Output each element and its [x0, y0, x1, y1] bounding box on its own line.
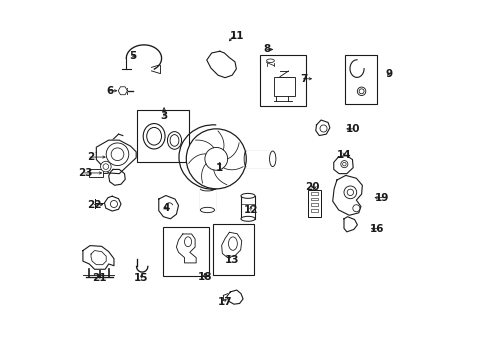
Polygon shape [221, 232, 241, 258]
Bar [163, 226, 209, 276]
Text: 8: 8 [263, 45, 270, 54]
Polygon shape [226, 290, 243, 304]
Polygon shape [96, 140, 136, 174]
Ellipse shape [167, 132, 181, 149]
Text: 14: 14 [336, 150, 350, 159]
Text: 19: 19 [374, 193, 388, 203]
Circle shape [111, 148, 123, 161]
Text: 4: 4 [162, 203, 169, 213]
Polygon shape [315, 120, 329, 136]
Polygon shape [83, 246, 114, 269]
Ellipse shape [228, 237, 237, 250]
Text: 11: 11 [229, 31, 244, 41]
Text: 10: 10 [345, 124, 360, 134]
Text: 17: 17 [217, 297, 232, 307]
Bar [260, 55, 305, 106]
Polygon shape [333, 155, 352, 174]
Text: 18: 18 [197, 272, 211, 282]
Polygon shape [176, 234, 196, 263]
Text: 13: 13 [224, 255, 239, 265]
Bar [307, 190, 320, 217]
Polygon shape [343, 217, 357, 232]
Text: 2: 2 [86, 152, 94, 162]
Circle shape [103, 164, 108, 170]
Text: 5: 5 [129, 51, 136, 61]
Bar [310, 198, 317, 201]
Text: 15: 15 [134, 273, 148, 283]
Polygon shape [159, 195, 178, 219]
Ellipse shape [200, 207, 214, 213]
Bar [137, 110, 189, 162]
Text: 22: 22 [87, 200, 102, 210]
Polygon shape [206, 51, 236, 78]
Text: 21: 21 [92, 273, 107, 283]
Ellipse shape [241, 216, 255, 221]
Circle shape [106, 143, 128, 166]
Bar [213, 224, 253, 275]
Bar [310, 209, 317, 212]
Text: 1: 1 [216, 163, 223, 173]
Text: 12: 12 [243, 205, 258, 215]
Text: 3: 3 [160, 111, 167, 121]
Polygon shape [200, 189, 214, 210]
Ellipse shape [184, 237, 191, 247]
Text: 9: 9 [385, 69, 392, 79]
Circle shape [101, 161, 111, 172]
Circle shape [358, 89, 363, 94]
Bar [310, 192, 317, 195]
Circle shape [342, 162, 346, 166]
Text: 16: 16 [369, 224, 384, 234]
Circle shape [186, 129, 246, 189]
Circle shape [352, 205, 359, 212]
Ellipse shape [241, 193, 255, 198]
Circle shape [204, 148, 227, 170]
Polygon shape [108, 170, 125, 185]
Text: 6: 6 [106, 86, 114, 96]
Polygon shape [246, 151, 272, 167]
Ellipse shape [146, 127, 161, 145]
Polygon shape [104, 196, 121, 211]
Ellipse shape [143, 123, 165, 149]
Ellipse shape [266, 59, 274, 63]
Ellipse shape [170, 135, 179, 146]
Polygon shape [91, 251, 106, 265]
Circle shape [357, 87, 365, 95]
Bar [310, 203, 317, 206]
Text: 7: 7 [300, 74, 307, 84]
Circle shape [319, 125, 326, 132]
Bar [344, 55, 376, 104]
Bar [89, 170, 103, 177]
Polygon shape [332, 175, 362, 215]
Circle shape [346, 189, 353, 195]
Circle shape [340, 161, 347, 168]
Ellipse shape [269, 151, 275, 167]
Polygon shape [118, 87, 127, 95]
Text: 20: 20 [305, 182, 319, 192]
Bar [273, 77, 294, 96]
Circle shape [110, 201, 117, 207]
Circle shape [343, 186, 356, 199]
Text: 23: 23 [78, 168, 92, 178]
